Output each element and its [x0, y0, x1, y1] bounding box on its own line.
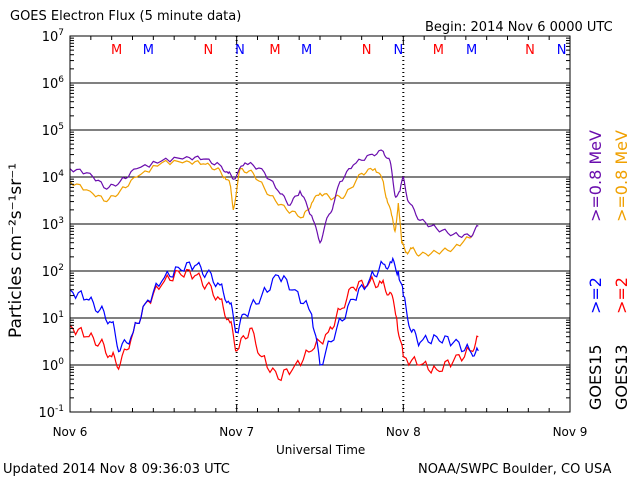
x-tick-label: Nov 9	[553, 425, 588, 439]
y-tick-label: 104	[42, 169, 65, 186]
mn-marker: N	[393, 43, 403, 58]
begin-time: Begin: 2014 Nov 6 0000 UTC	[425, 20, 613, 35]
series-goes13-08	[69, 159, 474, 257]
label-goes15: GOES15	[586, 344, 605, 410]
label-goes15-2: >=2	[586, 277, 605, 314]
x-tick-label: Nov 6	[53, 425, 88, 439]
mn-marker: N	[203, 43, 213, 58]
y-tick-label: 10-1	[38, 404, 64, 421]
mn-marker: M	[466, 43, 477, 58]
mn-marker: N	[525, 43, 535, 58]
label-goes13-2: >=2	[612, 277, 631, 314]
y-tick-label: 107	[42, 28, 64, 45]
mn-marker: N	[362, 43, 372, 58]
mn-marker: M	[301, 43, 312, 58]
mn-marker: N	[235, 43, 245, 58]
mn-marker: M	[111, 43, 122, 58]
y-tick-label: 102	[42, 263, 64, 280]
label-goes13-08: >=0.8 MeV	[612, 130, 631, 222]
x-tick-label: Nov 8	[386, 425, 421, 439]
chart-title: GOES Electron Flux (5 minute data)	[10, 9, 242, 24]
mn-marker: M	[269, 43, 280, 58]
y-tick-label: 100	[42, 357, 65, 374]
y-tick-label: 101	[42, 310, 64, 327]
y-axis-label: Particles cm⁻²s⁻¹sr⁻¹	[6, 162, 26, 338]
credit: NOAA/SWPC Boulder, CO USA	[418, 462, 612, 477]
y-tick-label: 106	[42, 75, 65, 92]
updated-timestamp: Updated 2014 Nov 8 09:36:03 UTC	[3, 462, 230, 477]
mn-marker: M	[143, 43, 154, 58]
series-goes15-2	[69, 256, 479, 366]
x-axis-label: Universal Time	[276, 443, 366, 457]
mn-marker: N	[557, 43, 567, 58]
y-tick-label: 103	[42, 216, 64, 233]
series-goes13-2	[69, 268, 479, 382]
label-goes15-08: >=0.8 MeV	[586, 130, 605, 222]
label-goes13: GOES13	[612, 344, 631, 410]
mn-marker: M	[433, 43, 444, 58]
x-tick-label: Nov 7	[219, 425, 254, 439]
y-tick-label: 105	[42, 122, 64, 139]
series-goes15-08	[69, 149, 479, 245]
